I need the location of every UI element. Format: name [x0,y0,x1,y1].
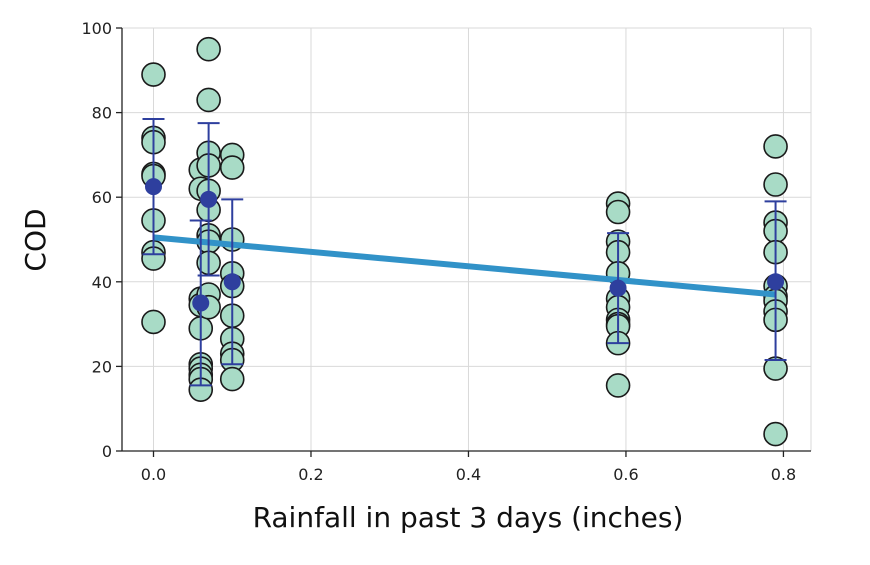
data-point [605,199,631,225]
data-point [196,87,221,113]
data-point [763,172,788,197]
data-point [196,36,221,62]
trend-line-group [153,234,776,298]
y-tick-label: 40 [92,273,112,292]
x-tick-label: 0.2 [298,465,323,484]
mean-marker [200,190,218,208]
y-axis-title: COD [19,208,52,271]
axes: 0 20 40 60 80 100 0.0 0.2 0.4 0.6 0.8 [81,19,811,484]
mean-markers [144,178,785,312]
data-point [763,134,788,159]
data-point [219,366,245,392]
mean-marker [144,178,162,196]
data-point [141,309,166,335]
mean-marker [767,273,785,291]
mean-marker [192,294,210,312]
trend-line [153,234,776,298]
x-tick-label: 0.8 [771,465,796,484]
y-tick-label: 20 [92,357,112,376]
x-axis-title: Rainfall in past 3 days (inches) [253,501,684,534]
y-tick-label: 60 [92,188,112,207]
y-tick-label: 80 [92,104,112,123]
data-point [763,421,788,447]
x-tick-label: 0.4 [456,465,481,484]
y-tick-label: 0 [102,442,112,461]
x-tick-label: 0.0 [141,465,166,484]
y-tick-label: 100 [81,19,112,38]
data-point [605,373,631,398]
mean-marker [609,279,627,297]
data-point [141,62,166,87]
x-tick-label: 0.6 [613,465,638,484]
mean-marker [223,273,241,291]
data-point [219,155,245,180]
